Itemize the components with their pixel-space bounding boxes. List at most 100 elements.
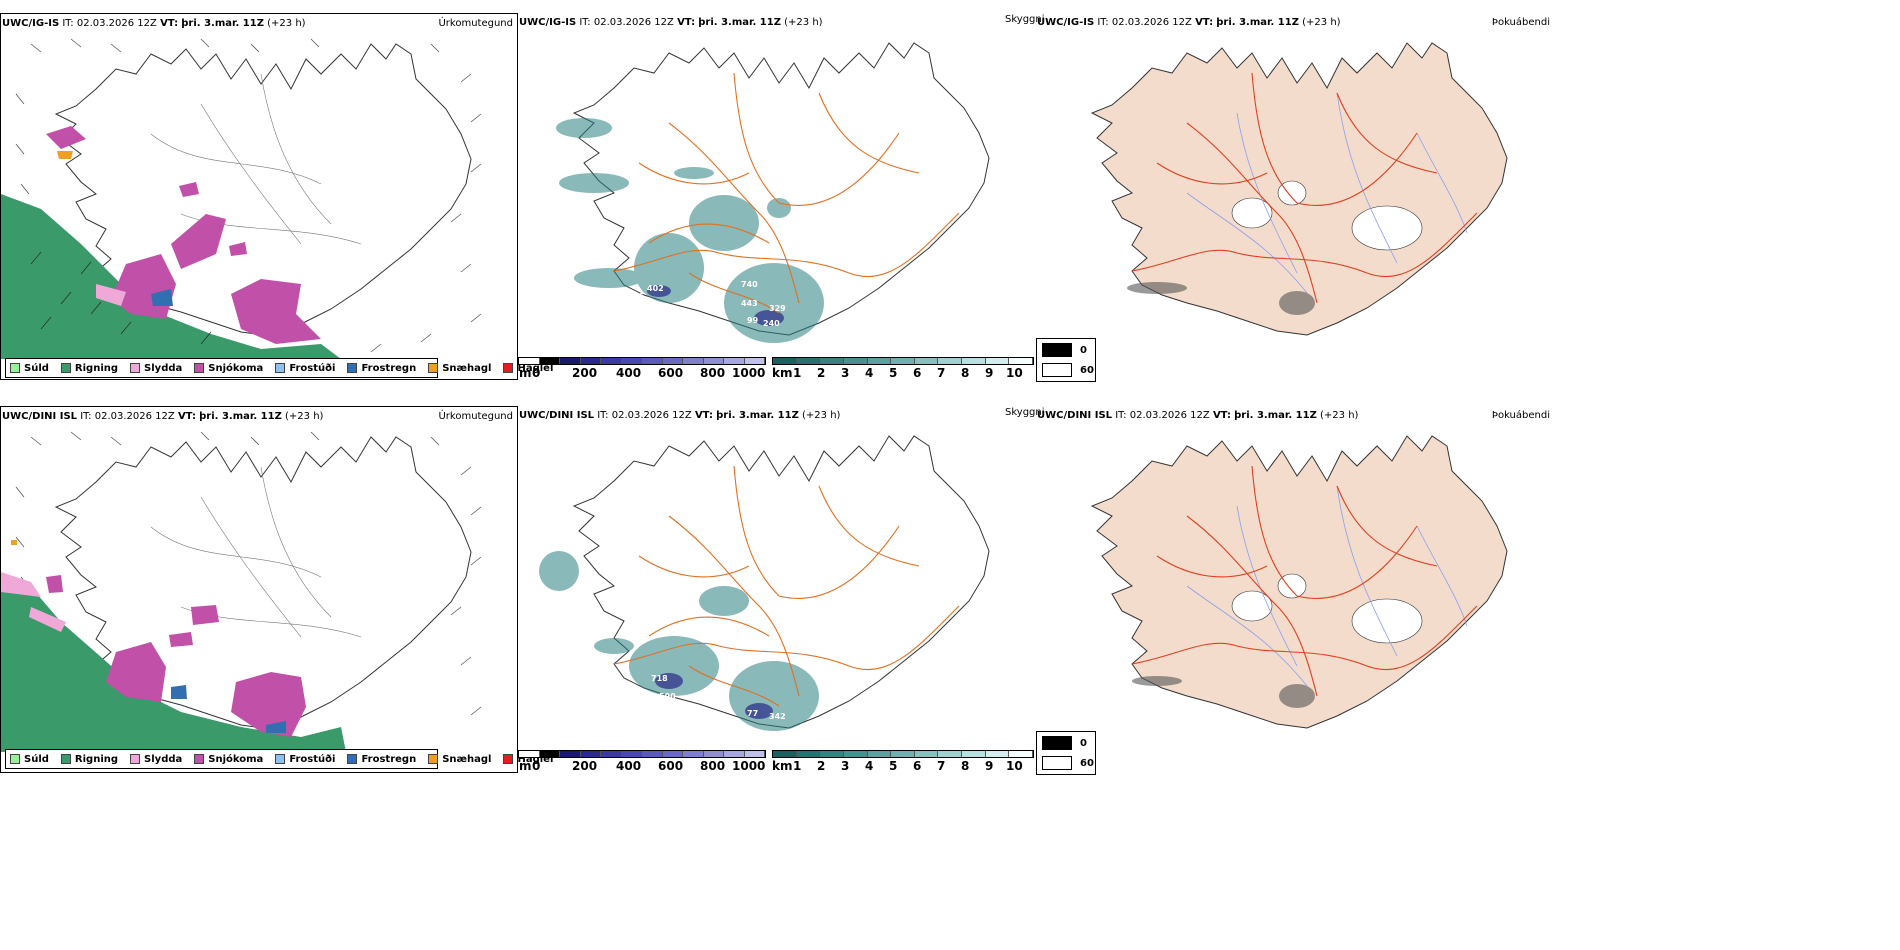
height-tick: 200 (572, 366, 598, 380)
vt-value: þri. 3.mar. 11Z (716, 410, 799, 421)
precip-title: Úrkomutegund (438, 18, 513, 29)
height-tick: 400 (616, 366, 642, 380)
height-tick: 1000 (732, 759, 766, 773)
lead-time: (+23 h) (267, 18, 306, 29)
it-value: 02.03.2026 12Z (1129, 410, 1210, 421)
height-tick: 0 (532, 759, 541, 773)
height-colorbar: m 0 200 400 600 800 1000 (518, 357, 768, 381)
precip-legend: Súld Rigning Slydda Snjókoma Frostúði Fr… (5, 358, 553, 378)
precip-map (1, 38, 482, 360)
visibility-tick: 2 (817, 366, 826, 380)
height-label: 590 (659, 692, 676, 701)
visibility-tick: 8 (961, 366, 970, 380)
height-tick: 200 (572, 759, 598, 773)
legend-item: Rigning (60, 754, 118, 765)
it-value: 02.03.2026 12Z (611, 410, 692, 421)
visibility-tick: 6 (913, 759, 922, 773)
visibility-tick: 7 (937, 366, 946, 380)
vt-label: VT: (1195, 17, 1214, 28)
legend-item: Frostúði (275, 363, 335, 374)
visibility-colorbar: km 1 2 3 4 5 6 7 8 9 10 (772, 750, 1036, 774)
vt-label: VT: (694, 410, 713, 421)
model-name: UWC/IG-IS (2, 18, 60, 29)
legend-item: Haglél (503, 363, 553, 374)
height-label: 356 (627, 292, 644, 301)
fog-map (1091, 435, 1508, 729)
vt-value: þri. 3.mar. 11Z (181, 18, 264, 29)
visibility-panel-dini: UWC/DINI ISL IT: 02.03.2026 12Z VT: þri.… (518, 406, 1045, 774)
fog-legend-label: 0 (1080, 737, 1087, 749)
fog-title: Þokuábendi (1491, 410, 1550, 421)
height-tick: 600 (658, 759, 684, 773)
model-name: UWC/DINI ISL (2, 411, 78, 422)
legend-item: Frostregn (347, 363, 416, 374)
height-tick: 600 (658, 366, 684, 380)
legend-item: Súld (10, 363, 49, 374)
visibility-tick: 6 (913, 366, 922, 380)
visibility-tick: 5 (889, 366, 898, 380)
height-unit: m (519, 366, 532, 380)
visibility-tick: 2 (817, 759, 826, 773)
visibility-panel-ig: UWC/IG-IS IT: 02.03.2026 12Z VT: þri. 3.… (518, 13, 1045, 381)
visibility-tick: 8 (961, 759, 970, 773)
height-colorbar: m 0 200 400 600 800 1000 (518, 750, 768, 774)
legend-item: Slydda (130, 363, 182, 374)
legend-item: Slydda (130, 754, 182, 765)
fog-legend: 0 60 (1036, 731, 1096, 775)
visibility-tick: 4 (865, 366, 874, 380)
lead-time: (+23 h) (285, 411, 324, 422)
height-label: 240 (763, 319, 780, 328)
it-value: 02.03.2026 12Z (1111, 17, 1192, 28)
panel-title: UWC/IG-IS IT: 02.03.2026 12Z VT: þri. 3.… (1037, 17, 1341, 28)
fog-legend-label: 60 (1080, 757, 1094, 769)
vt-label: VT: (160, 18, 179, 29)
it-label: IT: (579, 17, 591, 28)
legend-item: Snjókoma (194, 754, 263, 765)
visibility-tick: 4 (865, 759, 874, 773)
precip-legend: Súld Rigning Slydda Snjókoma Frostúði Fr… (5, 749, 553, 769)
visibility-colorbar: km 1 2 3 4 5 6 7 8 9 10 (772, 357, 1036, 381)
fog-panel-dini: UWC/DINI ISL IT: 02.03.2026 12Z VT: þri.… (1036, 406, 1554, 775)
height-unit: m (519, 759, 532, 773)
visibility-tick: 9 (985, 759, 994, 773)
fog-legend-label: 0 (1080, 344, 1087, 356)
it-label: IT: (1097, 17, 1109, 28)
legend-item: Snæhagl (428, 754, 491, 765)
visibility-tick: 9 (985, 366, 994, 380)
vt-value: þri. 3.mar. 11Z (1216, 17, 1299, 28)
visibility-tick: 7 (937, 759, 946, 773)
lead-time: (+23 h) (1320, 410, 1359, 421)
it-value: 02.03.2026 12Z (76, 18, 157, 29)
it-label: IT: (80, 411, 92, 422)
model-name: UWC/IG-IS (519, 17, 577, 28)
it-label: IT: (597, 410, 609, 421)
model-name: UWC/IG-IS (1037, 17, 1095, 28)
visibility-tick: 3 (841, 366, 850, 380)
visibility-tick: 3 (841, 759, 850, 773)
legend-item: Snjókoma (194, 363, 263, 374)
visibility-tick: 1 (793, 366, 802, 380)
it-value: 02.03.2026 12Z (593, 17, 674, 28)
visibility-map: 402 356 443 329 99 240 740 (556, 42, 990, 343)
vt-label: VT: (177, 411, 196, 422)
visibility-tick: 10 (1006, 366, 1023, 380)
height-label: 329 (769, 304, 786, 313)
precip-map (1, 431, 482, 752)
legend-item: Haglél (503, 754, 553, 765)
panel-title: UWC/DINI ISL IT: 02.03.2026 12Z VT: þri.… (2, 411, 323, 422)
vt-label: VT: (1212, 410, 1231, 421)
visibility-tick: 1 (793, 759, 802, 773)
height-label: 77 (747, 709, 758, 718)
height-label: 99 (747, 316, 759, 325)
precip-panel-dini: UWC/DINI ISL IT: 02.03.2026 12Z VT: þri.… (0, 406, 553, 773)
it-label: IT: (62, 18, 74, 29)
visibility-tick: 5 (889, 759, 898, 773)
panel-title: UWC/IG-IS IT: 02.03.2026 12Z VT: þri. 3.… (2, 18, 306, 29)
height-label: 718 (651, 674, 668, 683)
legend-item: Frostregn (347, 754, 416, 765)
visibility-unit: km (772, 366, 793, 380)
height-tick: 1000 (732, 366, 766, 380)
panel-title: UWC/IG-IS IT: 02.03.2026 12Z VT: þri. 3.… (519, 17, 823, 28)
visibility-map: 718 590 77 342 (539, 435, 990, 731)
lead-time: (+23 h) (784, 17, 823, 28)
